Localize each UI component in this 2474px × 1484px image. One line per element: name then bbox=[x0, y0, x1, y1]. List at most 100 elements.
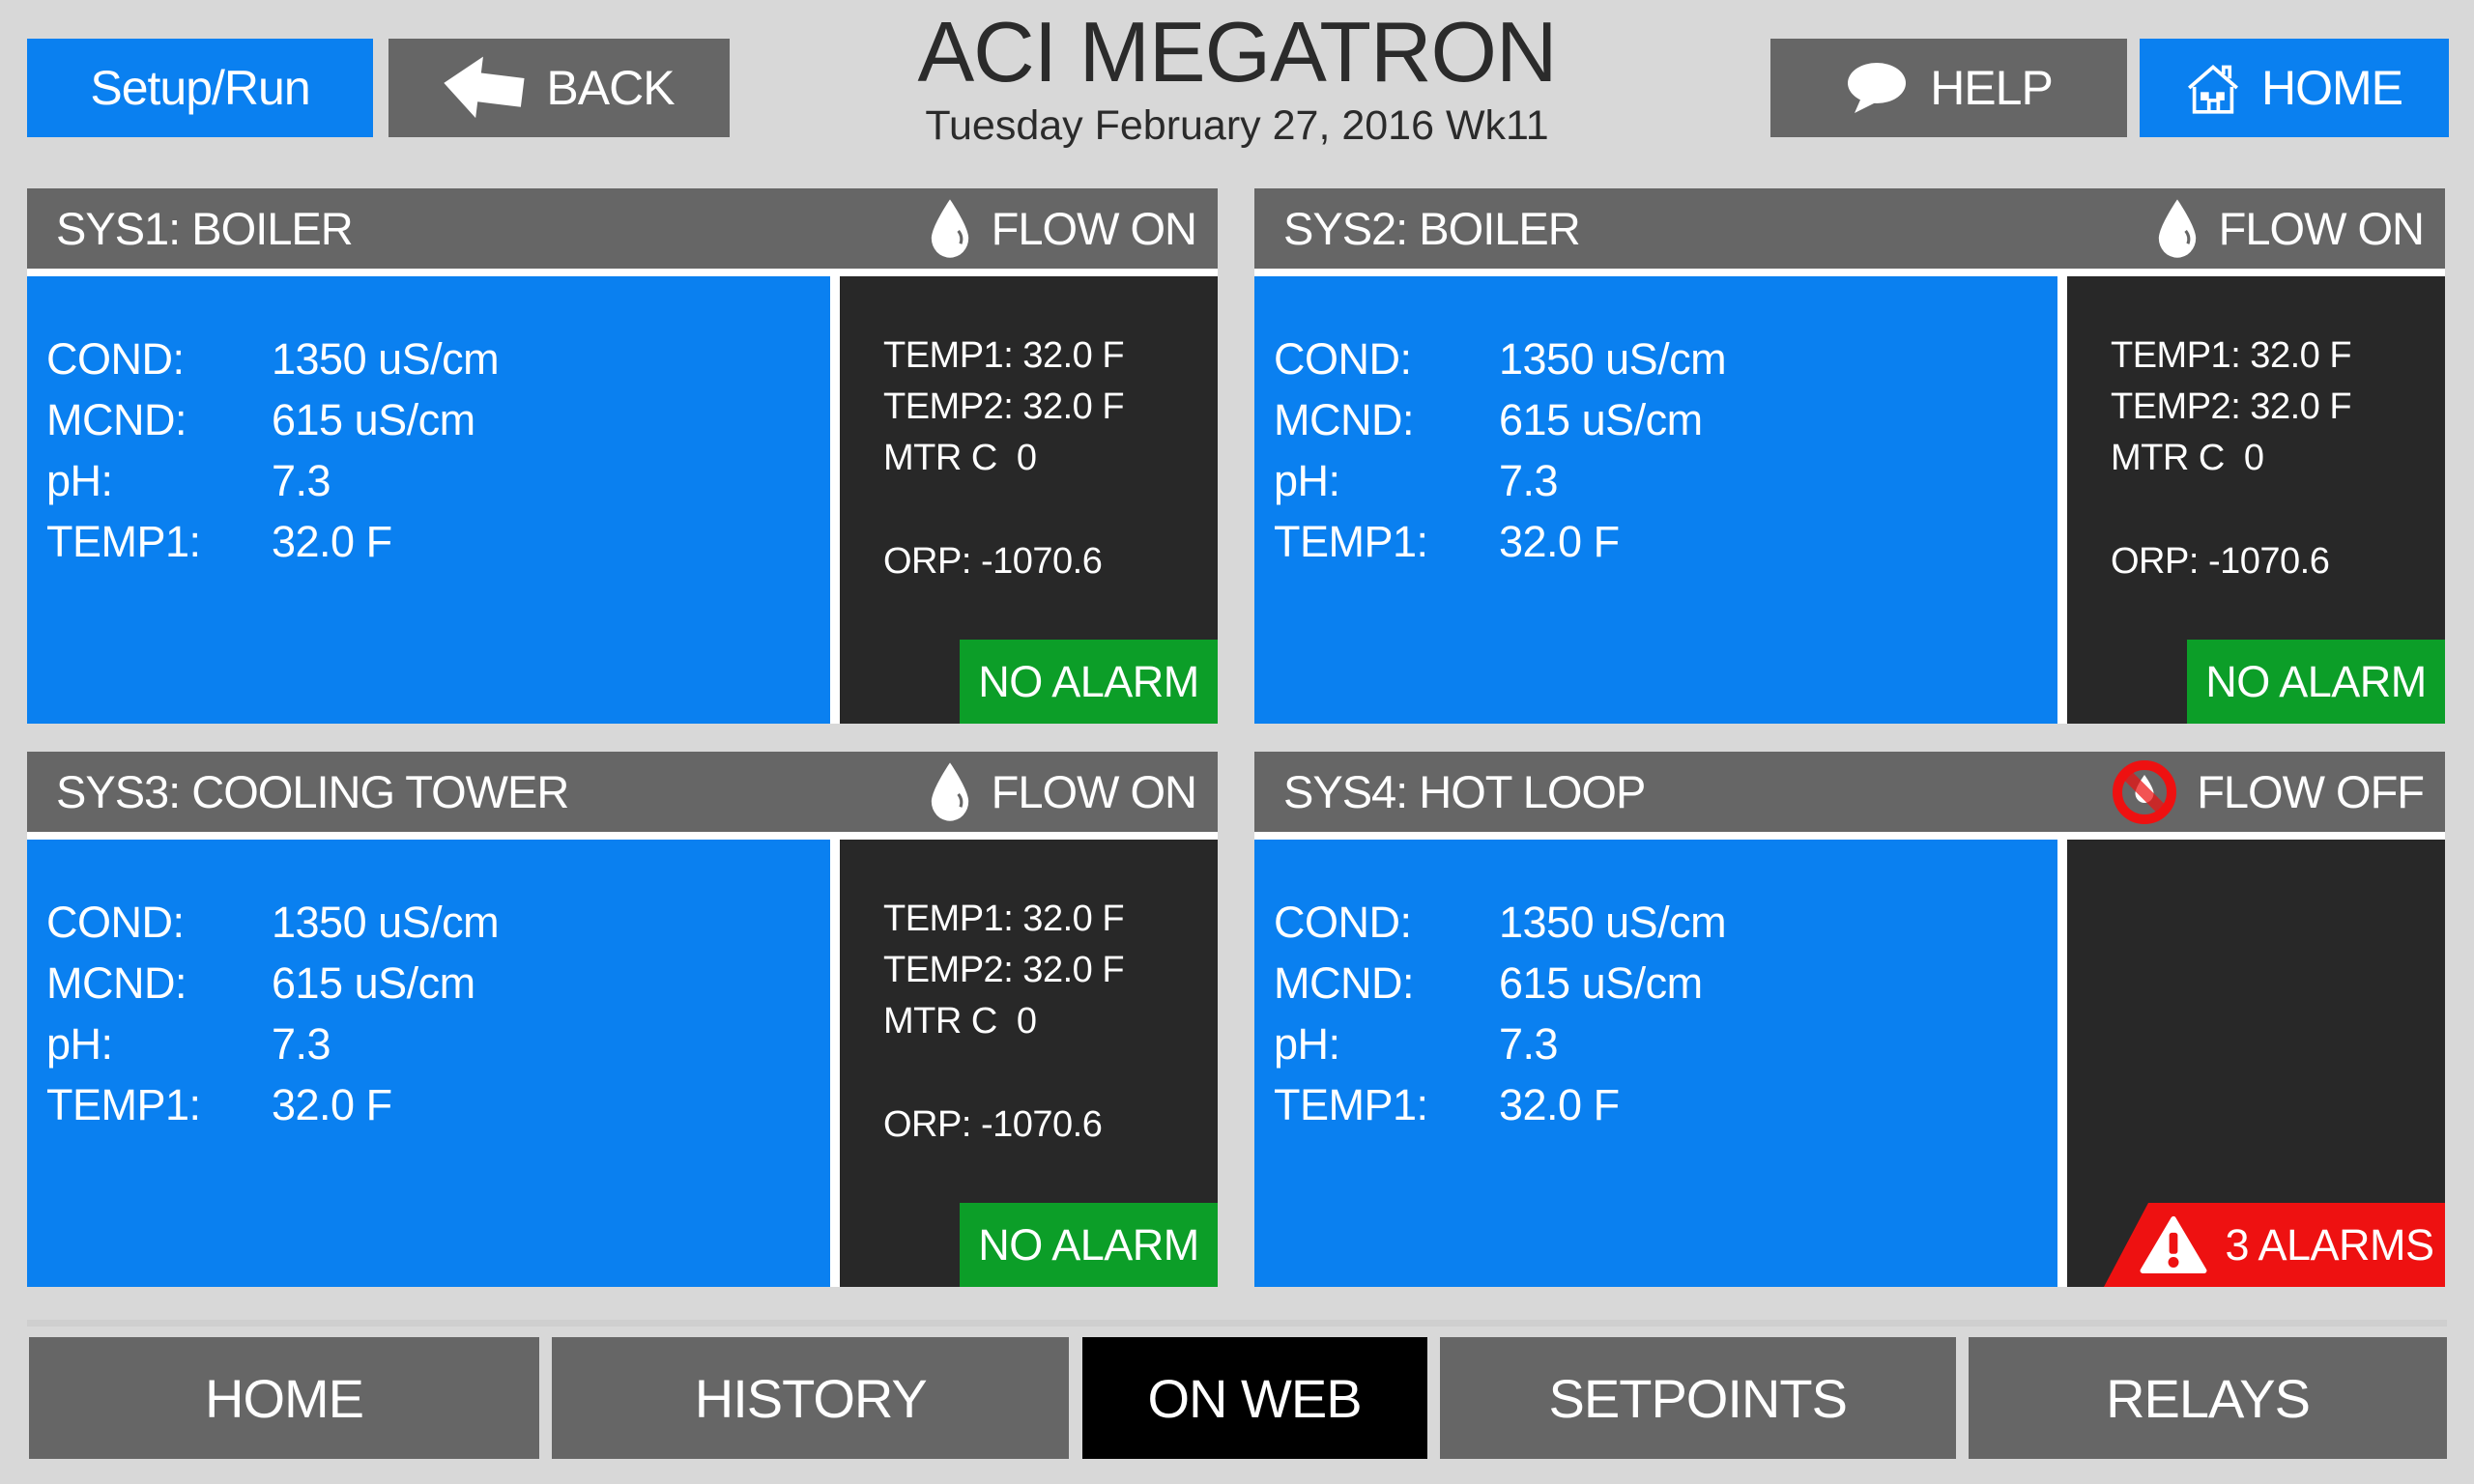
house-icon bbox=[2186, 61, 2240, 115]
reading-value: 32.0 F bbox=[1499, 517, 1620, 566]
sys3-alarm-status-badge[interactable]: NO ALARM bbox=[960, 1203, 1218, 1287]
sys2-readings: COND: 1350 uS/cm MCND: 615 uS/cm pH: 7.3 TE… bbox=[1254, 276, 2057, 724]
sys3-header: SYS3: COOLING TOWER FLOW ON bbox=[27, 752, 1218, 832]
reading-value: 1350 uS/cm bbox=[1499, 898, 1727, 947]
aux-mtr: MTR C 0 bbox=[883, 1001, 1037, 1042]
droplet-icon bbox=[2155, 198, 2200, 259]
page-title: ACI MEGATRON bbox=[917, 4, 1557, 100]
reading-value: 1350 uS/cm bbox=[1499, 334, 1727, 384]
aux-orp: ORP: -1070.6 bbox=[2111, 541, 2330, 582]
sys1-header: SYS1: BOILER FLOW ON bbox=[27, 188, 1218, 269]
nav-home-button[interactable]: HOME bbox=[29, 1337, 539, 1459]
reading-label: TEMP1: bbox=[1274, 517, 1428, 566]
aux-orp: ORP: -1070.6 bbox=[883, 541, 1103, 582]
sys4-flow-status: FLOW OFF bbox=[2112, 759, 2425, 825]
reading-value: 7.3 bbox=[1499, 1019, 1559, 1069]
reading-label: TEMP1: bbox=[46, 517, 201, 566]
back-label: BACK bbox=[546, 61, 675, 115]
sys2-title: SYS2: BOILER bbox=[1283, 203, 1581, 254]
sys3-title: SYS3: COOLING TOWER bbox=[56, 766, 569, 817]
no-flow-icon bbox=[2112, 759, 2177, 825]
sys2-alarm-status-badge[interactable]: NO ALARM bbox=[2187, 640, 2445, 724]
reading-value: 615 uS/cm bbox=[1499, 958, 1703, 1008]
system-panel-sys1: SYS1: BOILER FLOW ON COND: 1350 uS/cm MCN… bbox=[27, 188, 1218, 724]
help-label: HELP bbox=[1930, 61, 2054, 115]
sys4-title: SYS4: HOT LOOP bbox=[1283, 766, 1646, 817]
reading-value: 7.3 bbox=[272, 456, 331, 505]
aux-temp2: TEMP2: 32.0 F bbox=[883, 386, 1125, 427]
reading-value: 7.3 bbox=[272, 1019, 331, 1069]
reading-label: MCND: bbox=[46, 395, 187, 444]
reading-label: MCND: bbox=[1274, 395, 1414, 444]
nav-on-web-button[interactable]: ON WEB bbox=[1081, 1337, 1427, 1459]
system-panel-sys3: SYS3: COOLING TOWER FLOW ON COND: 1350 uS… bbox=[27, 752, 1218, 1287]
droplet-icon bbox=[928, 198, 972, 259]
home-button[interactable]: HOME bbox=[2140, 39, 2449, 137]
reading-value: 7.3 bbox=[1499, 456, 1559, 505]
sys4-readings: COND: 1350 uS/cm MCND: 615 uS/cm pH: 7.3 TE… bbox=[1254, 840, 2057, 1287]
bottom-nav: HOME HISTORY ON WEB SETPOINTS RELAYS bbox=[29, 1337, 2447, 1459]
reading-label: MCND: bbox=[46, 958, 187, 1008]
nav-relays-button[interactable]: RELAYS bbox=[1969, 1337, 2447, 1459]
aux-temp2: TEMP2: 32.0 F bbox=[2111, 386, 2352, 427]
sys1-flow-label: FLOW ON bbox=[991, 203, 1197, 254]
reading-value: 32.0 F bbox=[1499, 1080, 1620, 1129]
alarm-status-label: NO ALARM bbox=[2205, 656, 2427, 706]
reading-label: MCND: bbox=[1274, 958, 1414, 1008]
setup-run-button[interactable]: Setup/Run bbox=[27, 39, 373, 137]
reading-value: 615 uS/cm bbox=[1499, 395, 1703, 444]
reading-label: COND: bbox=[46, 898, 185, 947]
reading-label: pH: bbox=[46, 1019, 113, 1069]
sys3-flow-label: FLOW ON bbox=[991, 766, 1197, 817]
nav-home-label: HOME bbox=[205, 1367, 364, 1429]
help-button[interactable]: HELP bbox=[1770, 39, 2127, 137]
reading-label: COND: bbox=[46, 334, 185, 384]
reading-value: 1350 uS/cm bbox=[272, 334, 500, 384]
reading-label: pH: bbox=[1274, 456, 1340, 505]
aux-orp: ORP: -1070.6 bbox=[883, 1104, 1103, 1145]
page-title-block: ACI MEGATRON Tuesday February 27, 2016 W… bbox=[870, 6, 1604, 151]
nav-relays-label: RELAYS bbox=[2106, 1367, 2311, 1429]
nav-setpoints-label: SETPOINTS bbox=[1548, 1367, 1848, 1429]
sys3-flow-status: FLOW ON bbox=[928, 761, 1197, 822]
sys2-flow-status: FLOW ON bbox=[2155, 198, 2425, 259]
nav-setpoints-button[interactable]: SETPOINTS bbox=[1439, 1337, 1956, 1459]
reading-label: COND: bbox=[1274, 898, 1412, 947]
sys4-alarm-status-badge[interactable]: 3 ALARMS bbox=[2104, 1203, 2445, 1287]
sys4-aux-panel: 3 ALARMS bbox=[2067, 840, 2445, 1287]
back-button[interactable]: BACK bbox=[388, 39, 730, 137]
nav-divider bbox=[27, 1320, 2447, 1327]
reading-value: 615 uS/cm bbox=[272, 395, 475, 444]
reading-value: 615 uS/cm bbox=[272, 958, 475, 1008]
aux-mtr: MTR C 0 bbox=[2111, 438, 2264, 478]
date-text: Tuesday February 27, 2016 Wk11 bbox=[925, 102, 1549, 149]
sys1-aux-panel: TEMP1: 32.0 F TEMP2: 32.0 F MTR C 0 ORP:… bbox=[840, 276, 1218, 724]
system-panel-sys4: SYS4: HOT LOOP FLOW OFF COND: 1350 uS/cm … bbox=[1254, 752, 2445, 1287]
sys2-flow-label: FLOW ON bbox=[2218, 203, 2425, 254]
nav-history-button[interactable]: HISTORY bbox=[552, 1337, 1070, 1459]
reading-label: TEMP1: bbox=[1274, 1080, 1428, 1129]
sys2-aux-panel: TEMP1: 32.0 F TEMP2: 32.0 F MTR C 0 ORP:… bbox=[2067, 276, 2445, 724]
sys1-alarm-status-badge[interactable]: NO ALARM bbox=[960, 640, 1218, 724]
aux-temp2: TEMP2: 32.0 F bbox=[883, 950, 1125, 990]
home-label: HOME bbox=[2261, 61, 2403, 115]
reading-value: 32.0 F bbox=[272, 1080, 392, 1129]
aux-temp1: TEMP1: 32.0 F bbox=[883, 899, 1125, 939]
nav-on-web-label: ON WEB bbox=[1147, 1367, 1362, 1429]
sys2-header: SYS2: BOILER FLOW ON bbox=[1254, 188, 2445, 269]
reading-label: TEMP1: bbox=[46, 1080, 201, 1129]
setup-run-label: Setup/Run bbox=[90, 61, 310, 115]
reading-label: COND: bbox=[1274, 334, 1412, 384]
nav-history-label: HISTORY bbox=[694, 1367, 928, 1429]
aux-mtr: MTR C 0 bbox=[883, 438, 1037, 478]
sys1-flow-status: FLOW ON bbox=[928, 198, 1197, 259]
reading-value: 1350 uS/cm bbox=[272, 898, 500, 947]
alarm-status-label: NO ALARM bbox=[978, 1219, 1199, 1270]
sys4-flow-label: FLOW OFF bbox=[2197, 766, 2425, 817]
sys4-header: SYS4: HOT LOOP FLOW OFF bbox=[1254, 752, 2445, 832]
alarm-status-label: 3 ALARMS bbox=[2225, 1219, 2434, 1270]
system-panel-sys2: SYS2: BOILER FLOW ON COND: 1350 uS/cm MCN… bbox=[1254, 188, 2445, 724]
droplet-icon bbox=[928, 761, 972, 822]
reading-label: pH: bbox=[1274, 1019, 1340, 1069]
sys1-title: SYS1: BOILER bbox=[56, 203, 354, 254]
